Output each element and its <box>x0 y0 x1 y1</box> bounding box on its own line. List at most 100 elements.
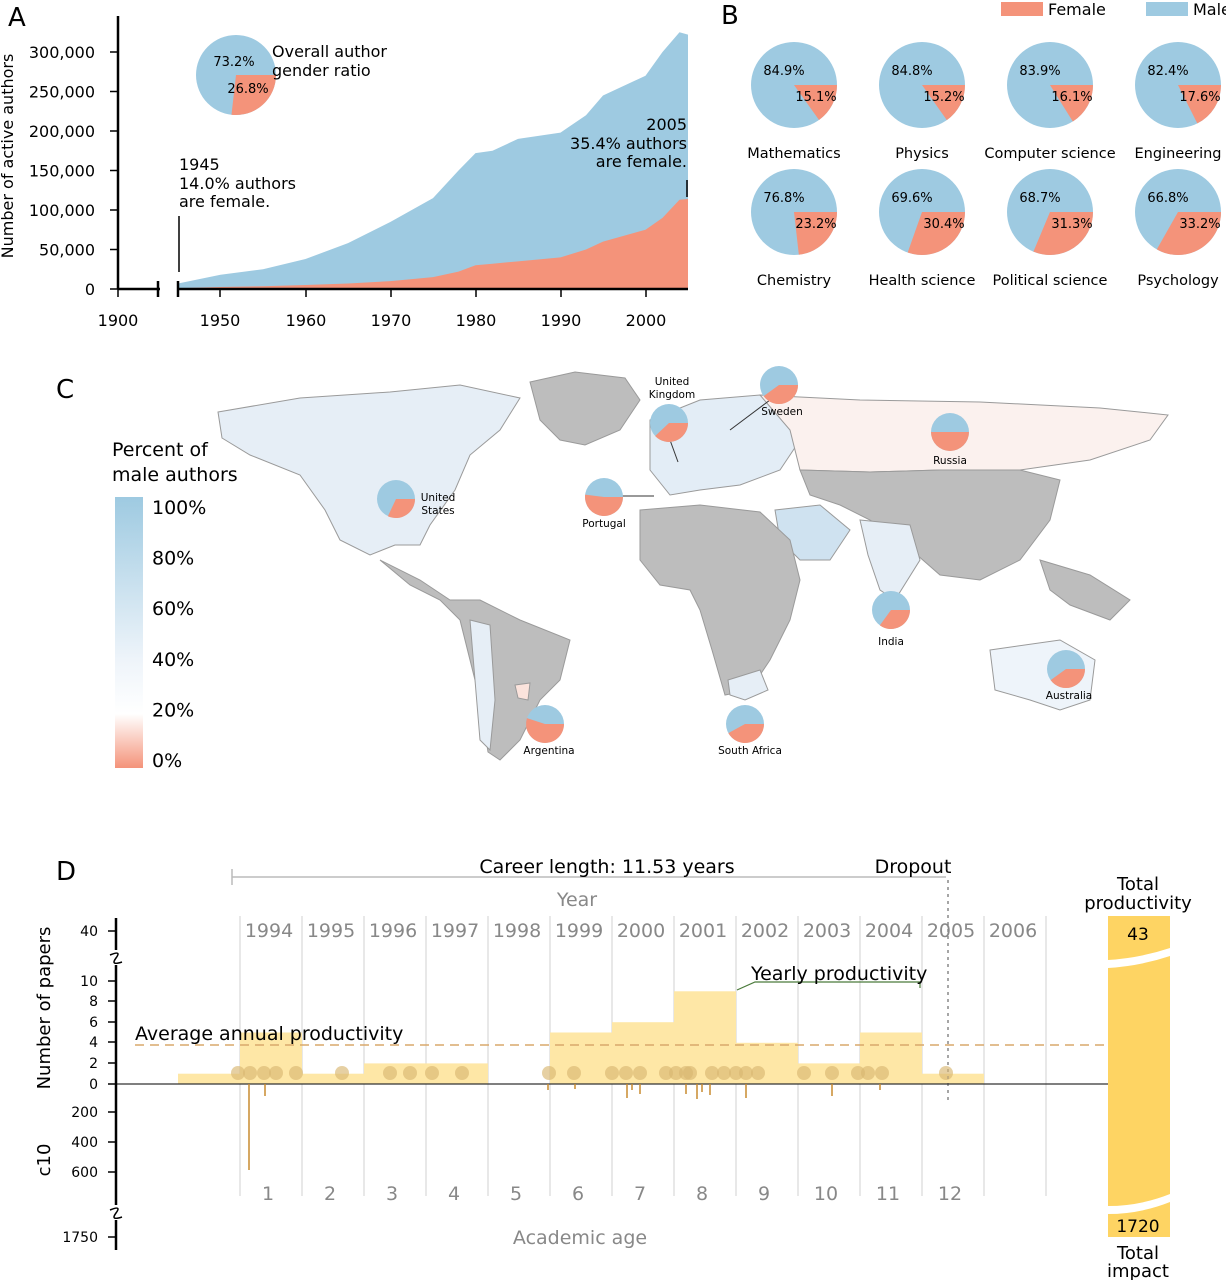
field-pie-male-pct: 84.8% <box>891 64 932 79</box>
total-impact-label-1: Total <box>1116 1243 1159 1264</box>
paper-dot <box>455 1066 469 1080</box>
paper-dot <box>605 1066 619 1080</box>
field-pie-male-pct: 76.8% <box>763 191 804 206</box>
paper-dot <box>403 1066 417 1080</box>
country-label: Australia <box>1046 690 1092 702</box>
area-female <box>178 198 688 289</box>
dropout-label: Dropout <box>875 856 952 878</box>
paper-dot <box>542 1066 556 1080</box>
year-label: 2002 <box>741 920 789 942</box>
total-impact-bottom <box>1108 1202 1170 1237</box>
colorbar-tick-label: 80% <box>152 548 194 570</box>
x-tick-label: 1970 <box>371 311 412 330</box>
paper-dot <box>231 1066 245 1080</box>
y-tick-label: 300,000 <box>29 43 95 62</box>
country-pie <box>726 705 764 743</box>
total-productivity-value: 43 <box>1127 925 1149 945</box>
field-pie <box>1007 169 1093 255</box>
field-pie-female-pct: 30.4% <box>923 217 964 232</box>
pie-slice-female <box>387 499 415 518</box>
north-america-shape <box>217 384 521 556</box>
paper-dot <box>383 1066 397 1080</box>
field-label: Psychology <box>1137 273 1219 289</box>
field-pie-male-pct: 69.6% <box>891 191 932 206</box>
field-pie-male-pct: 66.8% <box>1147 191 1188 206</box>
y-tick-label: 2 <box>89 1056 98 1072</box>
pie-slice-female <box>1050 669 1085 688</box>
field-pie-female-pct: 17.6% <box>1179 90 1220 105</box>
pie-slice-female <box>728 724 764 743</box>
annotation-1945-line1: 1945 <box>179 155 220 174</box>
y-tick-label: 8 <box>89 994 98 1010</box>
pie-slice-female <box>907 212 965 255</box>
annotation-1945-line2: 14.0% authors <box>179 174 296 193</box>
academic-age-tick: 1 <box>262 1183 274 1205</box>
x-tick-label: 2000 <box>626 311 667 330</box>
paper-dot <box>659 1066 673 1080</box>
country-label: Russia <box>933 455 967 467</box>
panel-d-label: D <box>56 857 76 887</box>
country-label: Sweden <box>761 406 803 418</box>
year-axis-label: Year <box>556 889 597 911</box>
y-tick-label: 0 <box>89 1077 98 1093</box>
panel-b: B Female Male 84.9% 15.1% Mathematics 84.8%… <box>721 0 1226 289</box>
country-pie <box>1047 650 1085 688</box>
field-pie-male-pct: 68.7% <box>1019 191 1060 206</box>
field-pie-male-pct: 83.9% <box>1019 64 1060 79</box>
academic-age-tick: 5 <box>510 1183 522 1205</box>
academic-age-tick: 6 <box>572 1183 584 1205</box>
paper-dot <box>683 1066 697 1080</box>
country-pie <box>585 478 623 516</box>
pie-slice-female <box>763 385 798 404</box>
panel-b-label: B <box>721 1 739 31</box>
academic-age-tick: 10 <box>814 1183 838 1205</box>
pie-slice-female <box>1178 85 1221 124</box>
overall-pie-label-2: gender ratio <box>272 61 371 80</box>
paper-dot <box>243 1066 257 1080</box>
country-label: United <box>421 492 456 504</box>
academic-age-tick: 2 <box>324 1183 336 1205</box>
pie-slice-female <box>526 718 564 744</box>
paper-dot <box>875 1066 889 1080</box>
citations-axis-label: c10 <box>34 1144 55 1177</box>
country-label-line2: States <box>421 505 454 517</box>
academic-age-label: Academic age <box>513 1227 647 1249</box>
y-tick-label: 400 <box>71 1135 98 1151</box>
pie-slice-female <box>231 75 276 115</box>
paper-dot <box>717 1066 731 1080</box>
field-pie-female-pct: 15.1% <box>795 90 836 105</box>
colorbar-title-1: Percent of <box>112 439 209 461</box>
papers-axis-label: Number of papers <box>34 927 55 1090</box>
country-label: India <box>878 636 904 648</box>
paper-dot <box>729 1066 743 1080</box>
country-pie <box>760 366 798 404</box>
country-pie <box>377 480 415 518</box>
paper-dot <box>633 1066 647 1080</box>
chile-shape <box>469 619 496 752</box>
x-tick-label: 1960 <box>286 311 327 330</box>
country-pie <box>931 413 969 451</box>
y-tick-label: 150,000 <box>29 162 95 181</box>
annotation-1945-line3: are female. <box>179 192 270 211</box>
productivity-bar <box>302 1073 364 1084</box>
paper-dot <box>739 1066 753 1080</box>
africa-shape <box>639 504 801 696</box>
field-label: Health science <box>869 273 976 289</box>
panel-a-x-ticks: 1900 1950 1960 1970 1980 1990 2000 <box>98 289 667 330</box>
panel-a: A Number of active authors 0 50,000 100,00… <box>0 3 688 330</box>
legend-male-swatch <box>1146 2 1188 16</box>
paper-dot <box>257 1066 271 1080</box>
colorbar <box>115 497 143 768</box>
greenland-shape <box>529 371 641 446</box>
paper-dots <box>231 1066 953 1080</box>
career-length-label: Career length: 11.53 years <box>479 856 734 878</box>
productivity-bar <box>178 1073 240 1084</box>
overall-pie-male-pct: 73.2% <box>213 55 254 70</box>
year-label: 2003 <box>803 920 851 942</box>
productivity-bar <box>922 1073 984 1084</box>
field-pie <box>1007 42 1093 128</box>
field-pies: 84.9% 15.1% Mathematics 84.8% 15.2% Physics 83… <box>747 42 1222 289</box>
legend-male-label: Male <box>1193 0 1226 19</box>
annotation-2005-line2: 35.4% authors <box>570 134 687 153</box>
paper-dot <box>335 1066 349 1080</box>
